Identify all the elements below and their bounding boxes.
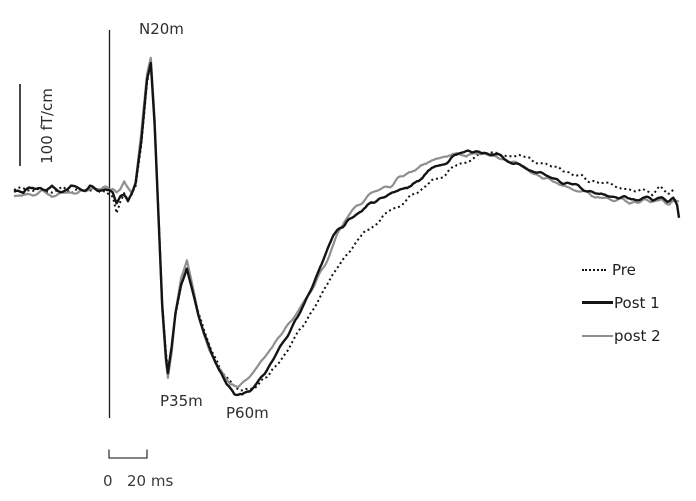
post-1-trace [13, 61, 681, 397]
p60m-peak-label: P60m [226, 404, 269, 422]
time-zero-label: 0 [103, 472, 113, 490]
trace-group [13, 56, 681, 397]
legend-item-post1: Post 1 [582, 286, 661, 319]
legend-label-post1: Post 1 [614, 293, 660, 312]
amplitude-scale-label: 100 fT/cm [38, 88, 56, 164]
legend: Pre Post 1 post 2 [582, 253, 661, 352]
p35m-peak-label: P35m [160, 392, 203, 410]
time-scale-bracket [108, 449, 148, 459]
post2-line-swatch [582, 334, 613, 337]
post-2-trace [13, 56, 680, 389]
legend-label-post2: post 2 [614, 326, 661, 345]
legend-item-pre: Pre [582, 253, 661, 286]
time-span-label: 20 ms [127, 472, 174, 490]
legend-item-post2: post 2 [582, 319, 661, 352]
n20m-peak-label: N20m [139, 20, 184, 38]
pre-line-swatch [582, 268, 606, 271]
post1-line-swatch [582, 301, 613, 304]
legend-label-pre: Pre [612, 260, 636, 279]
